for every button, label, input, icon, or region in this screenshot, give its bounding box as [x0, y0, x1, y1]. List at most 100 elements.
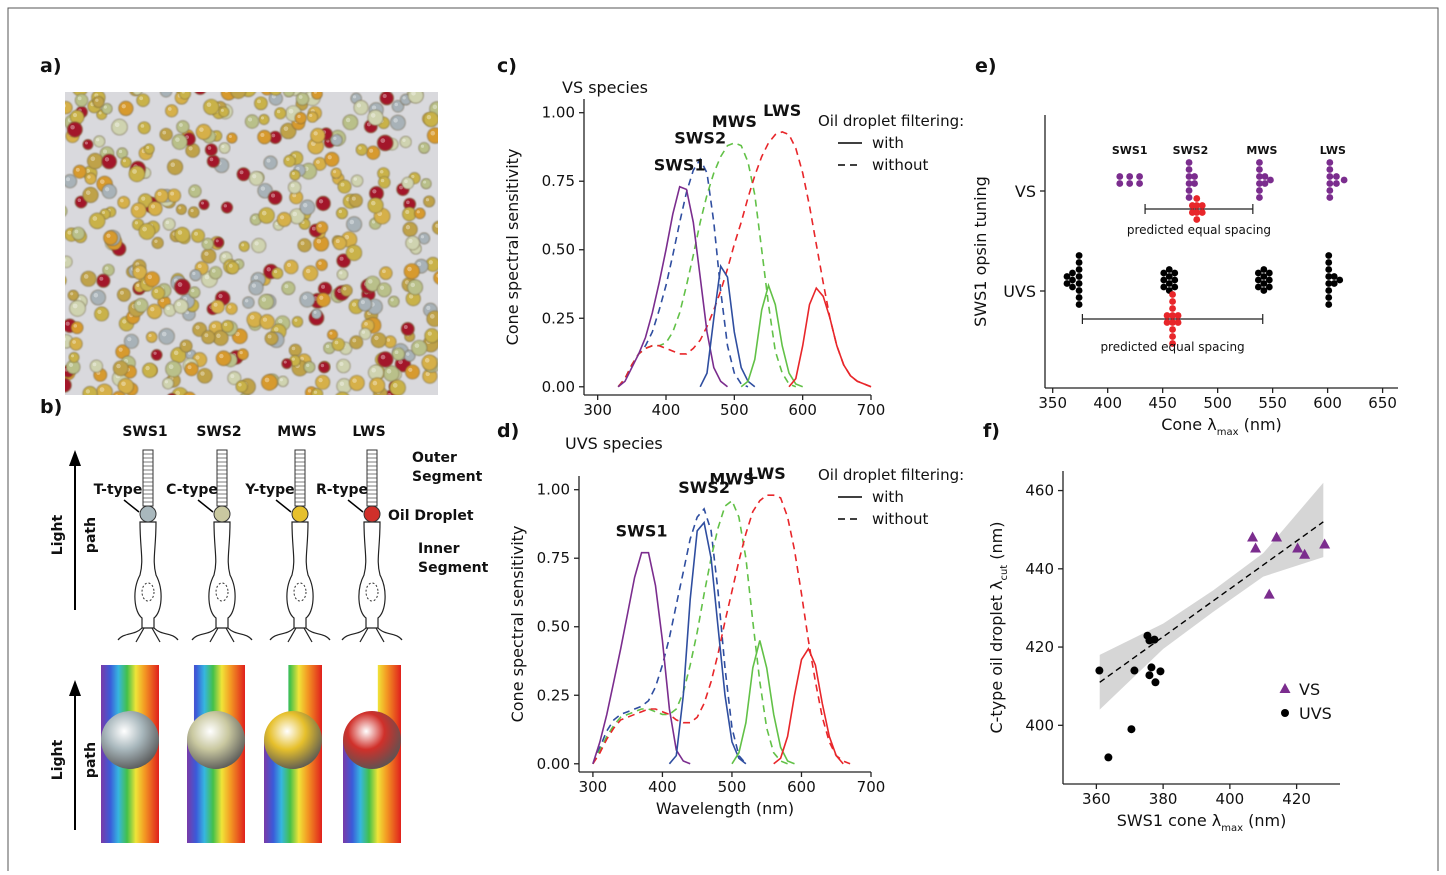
- x-tick-label: 600: [787, 778, 816, 796]
- droplet-highlight: [280, 215, 285, 220]
- droplet: [96, 383, 113, 395]
- nucleus: [215, 582, 229, 602]
- y-tick-label: 0.75: [542, 172, 575, 190]
- droplet: [130, 202, 147, 219]
- droplet-highlight: [70, 125, 75, 130]
- legend-label: without: [872, 156, 929, 174]
- droplet: [102, 263, 115, 277]
- droplet-highlight: [380, 138, 386, 143]
- droplet: [248, 280, 264, 296]
- droplet-highlight: [252, 174, 257, 179]
- droplet-highlight: [316, 238, 322, 244]
- droplet: [74, 93, 89, 107]
- spectral-curve: [617, 131, 872, 388]
- tuning-dot: [1333, 173, 1340, 180]
- droplet: [165, 360, 182, 378]
- tuning-dot: [1075, 273, 1083, 280]
- x-axis-label: Wavelength (nm): [656, 799, 794, 818]
- droplet-highlight: [352, 338, 357, 343]
- droplet-highlight: [83, 274, 89, 279]
- droplet: [348, 375, 365, 391]
- droplet-highlight: [292, 211, 298, 217]
- y-tick-label: 0.75: [537, 549, 570, 567]
- droplet: [159, 127, 173, 141]
- droplet-highlight: [139, 96, 144, 101]
- droplet-highlight: [294, 318, 298, 322]
- droplet-highlight: [353, 177, 358, 181]
- droplet: [65, 276, 67, 285]
- droplet-highlight: [271, 94, 276, 99]
- droplet-highlight: [146, 145, 150, 150]
- droplet-highlight: [408, 238, 413, 243]
- droplet-highlight: [135, 268, 140, 273]
- spectral-curve: [592, 499, 788, 765]
- droplet: [261, 92, 273, 96]
- droplet-highlight: [121, 104, 126, 109]
- droplet-highlight: [313, 131, 318, 136]
- droplet-highlight: [65, 337, 67, 342]
- droplet-highlight: [311, 226, 316, 231]
- droplet-highlight: [420, 144, 425, 148]
- tuning-dot: [1265, 276, 1273, 284]
- droplet: [390, 114, 406, 131]
- tuning-dot: [1075, 259, 1083, 266]
- spectral-curve: [592, 507, 747, 765]
- x-tick-label: 600: [1313, 394, 1342, 412]
- droplet: [421, 354, 438, 371]
- droplet-highlight: [425, 198, 430, 202]
- droplet-highlight: [339, 361, 344, 367]
- droplet-highlight: [70, 292, 74, 296]
- droplet-highlight: [252, 216, 256, 220]
- spectral-curve: [668, 520, 747, 765]
- droplet-highlight: [408, 367, 413, 372]
- droplet-highlight: [286, 157, 290, 161]
- tuning-dot: [1325, 294, 1333, 301]
- droplet-highlight: [428, 260, 433, 265]
- point: [1271, 531, 1283, 542]
- y-axis-label: SWS1 opsin tuning: [971, 176, 990, 327]
- droplet-highlight: [163, 88, 166, 91]
- predicted-dot: [1169, 333, 1176, 340]
- droplet: [311, 388, 324, 395]
- droplet-highlight: [267, 334, 272, 339]
- droplet-highlight: [392, 383, 398, 388]
- droplet-highlight: [122, 319, 127, 324]
- droplet: [213, 237, 225, 248]
- droplet: [370, 332, 387, 348]
- panel-label: d): [497, 420, 519, 442]
- droplet-highlight: [218, 293, 223, 299]
- droplet-highlight: [292, 193, 297, 198]
- droplet-highlight: [191, 289, 195, 293]
- tuning-dot: [1340, 176, 1348, 184]
- droplet: [336, 268, 349, 281]
- droplet: [283, 259, 299, 275]
- droplet: [92, 96, 105, 108]
- droplet-highlight: [321, 284, 326, 289]
- droplet: [407, 279, 423, 296]
- droplet-highlight: [65, 258, 67, 262]
- curve-label: LWS: [763, 101, 801, 120]
- droplet: [133, 298, 149, 313]
- point: [1130, 666, 1139, 675]
- droplet: [120, 156, 132, 168]
- droplet: [101, 153, 117, 170]
- droplet-highlight: [360, 300, 365, 305]
- inner-segment: [358, 521, 386, 629]
- droplet: [281, 281, 296, 295]
- droplet-highlight: [426, 114, 432, 120]
- droplet-highlight: [87, 175, 91, 179]
- oil-droplet: [291, 505, 309, 523]
- droplet-sphere: [101, 711, 159, 769]
- droplet-highlight: [148, 333, 152, 338]
- tuning-dot: [1254, 269, 1262, 277]
- droplet-highlight: [99, 179, 105, 184]
- y-axis-label: Cone spectral sensitivity: [503, 149, 522, 346]
- droplet-type: R-type: [316, 482, 368, 498]
- droplet-highlight: [164, 380, 169, 384]
- droplet-highlight: [136, 283, 140, 287]
- droplet: [65, 206, 68, 217]
- droplet-highlight: [204, 251, 209, 256]
- droplet: [146, 303, 163, 319]
- x-axis-label-part: SWS1 cone λ: [1117, 811, 1222, 830]
- droplet: [101, 183, 117, 199]
